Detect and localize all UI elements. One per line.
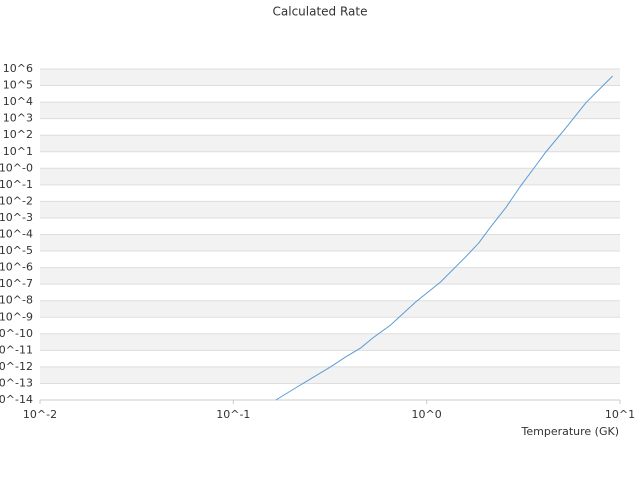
x-tick-label: 10^0: [412, 408, 442, 421]
y-tick-label: 10^-13: [0, 376, 33, 389]
x-axis-label: Temperature (GK): [521, 425, 620, 438]
y-tick-label: 10^-7: [0, 277, 33, 290]
data-line: [275, 75, 614, 401]
grid-band: [40, 267, 620, 285]
y-tick-label: 10^-1: [0, 178, 33, 191]
y-tick-label: 10^3: [3, 112, 33, 125]
y-tick-label: 10^-12: [0, 360, 33, 373]
y-tick-label: 10^-11: [0, 343, 33, 356]
y-tick-label: 10^1: [3, 145, 33, 158]
grid-band: [40, 201, 620, 218]
y-tick-label: 10^4: [3, 95, 33, 108]
x-tick-label: 10^1: [605, 408, 635, 421]
y-tick-label: 10^-3: [0, 211, 33, 224]
y-tick-label: 10^5: [3, 79, 33, 92]
y-tick-label: 10^-9: [0, 310, 33, 323]
grid-band: [40, 135, 620, 152]
y-tick-label: 10^-10: [0, 327, 33, 340]
y-tick-label: 10^-4: [0, 228, 33, 241]
grid-band: [40, 234, 620, 252]
y-tick-label: 10^-5: [0, 244, 33, 257]
y-tick-label: 10^2: [3, 128, 33, 141]
y-tick-label: 10^6: [3, 62, 33, 75]
grid-band: [40, 300, 620, 318]
grid-band: [40, 168, 620, 185]
y-tick-label: 10^-0: [0, 161, 33, 174]
grid-band: [40, 102, 620, 119]
grid-band: [40, 366, 620, 384]
x-tick-label: 10^-1: [216, 408, 250, 421]
grid-band: [40, 69, 620, 86]
grid-band: [40, 333, 620, 351]
y-tick-label: 10^-14: [0, 393, 33, 406]
chart-title: Calculated Rate: [273, 5, 368, 19]
x-tick-label: 10^-2: [23, 408, 57, 421]
y-tick-label: 10^-6: [0, 261, 33, 274]
y-tick-label: 10^-2: [0, 194, 33, 207]
y-tick-label: 10^-8: [0, 294, 33, 307]
